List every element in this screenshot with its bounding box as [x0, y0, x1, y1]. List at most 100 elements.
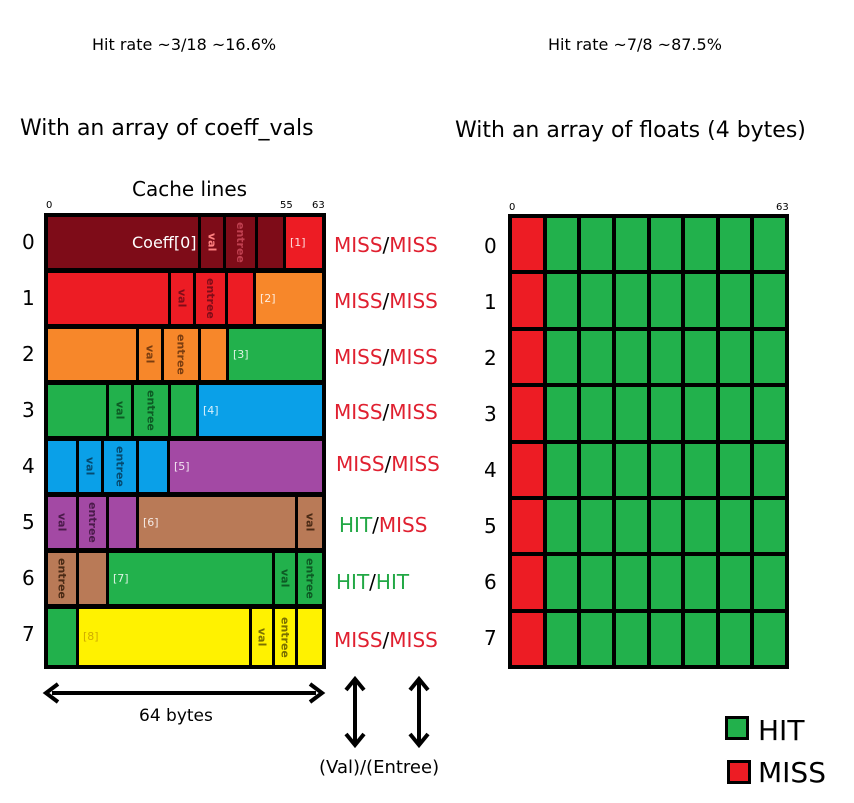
coeff3-start-block — [229, 329, 322, 380]
index-label: [6] — [143, 516, 159, 529]
left-row-label: 5 — [22, 510, 35, 534]
hit-cell — [685, 612, 716, 665]
result-second: MISS — [391, 452, 440, 476]
right-title: With an array of floats (4 bytes) — [455, 118, 806, 143]
hit-cell — [546, 612, 578, 665]
result-slash: / — [382, 345, 390, 369]
hit-cell — [754, 443, 785, 496]
val-block — [48, 497, 76, 548]
hit-cell — [581, 443, 612, 496]
right-row-label: 7 — [484, 626, 497, 650]
padding-block — [79, 553, 106, 604]
bytes-label: 64 bytes — [139, 706, 213, 726]
padding-block — [258, 217, 283, 268]
left-row-label: 7 — [22, 622, 35, 646]
left-row-label: 0 — [22, 230, 35, 254]
result-second: MISS — [389, 289, 438, 313]
hit-cell — [754, 387, 785, 440]
hit-cell — [581, 387, 612, 440]
hit-cell — [685, 330, 716, 384]
hit-cell — [719, 612, 751, 665]
val-block — [252, 609, 272, 665]
hit-cell — [685, 556, 716, 609]
padding-block — [228, 273, 253, 324]
index-label: [2] — [260, 292, 276, 305]
hit-cell — [685, 218, 716, 271]
miss-cell — [512, 274, 543, 327]
coeff8-block — [79, 609, 249, 665]
result-row-7: MISS/MISS — [334, 628, 438, 652]
right-row-label: 5 — [484, 514, 497, 538]
right-hit-rate: Hit rate ~7/8 ~87.5% — [548, 35, 722, 54]
hit-cell — [546, 443, 578, 496]
entree-block — [104, 441, 136, 492]
right-row-label: 3 — [484, 402, 497, 426]
result-first: HIT — [339, 513, 373, 537]
entree-label: entree — [86, 502, 99, 543]
index-label: [3] — [233, 348, 249, 361]
val-label: val — [175, 289, 189, 308]
hit-legend-label: HIT — [758, 714, 805, 747]
coeff5-start-block — [170, 441, 322, 492]
padding-block — [201, 329, 226, 380]
val-label: val — [278, 569, 292, 588]
padding-block — [48, 609, 76, 665]
hit-cell — [546, 330, 578, 384]
coeff2-block — [48, 329, 136, 380]
miss-legend-swatch — [727, 760, 751, 784]
hit-cell — [615, 443, 647, 496]
entree-block — [275, 609, 295, 665]
entree-label: entree — [113, 446, 127, 487]
hit-cell — [615, 330, 647, 384]
entree-label: entree — [303, 558, 317, 599]
val-label: val — [303, 513, 317, 532]
index-label: [7] — [113, 572, 129, 585]
hit-cell — [615, 612, 647, 665]
hit-cell — [546, 387, 578, 440]
result-slash: / — [382, 233, 390, 257]
result-row-0: MISS/MISS — [334, 233, 438, 257]
left-row-label: 1 — [22, 286, 35, 310]
result-slash: / — [382, 628, 390, 652]
miss-cell — [512, 330, 543, 384]
hit-cell — [754, 274, 785, 327]
result-row-5: HIT/MISS — [339, 513, 427, 537]
hit-cell — [754, 330, 785, 384]
hit-cell — [719, 499, 751, 553]
result-second: MISS — [389, 400, 438, 424]
left-tick-63: 63 — [312, 200, 325, 211]
left-row-label: 6 — [22, 566, 35, 590]
entree-block — [134, 385, 168, 436]
val-block — [275, 553, 295, 604]
coeff4-block — [48, 441, 76, 492]
hit-cell — [754, 612, 785, 665]
result-second: MISS — [378, 513, 428, 537]
padding-block — [171, 385, 196, 436]
val-block — [109, 385, 131, 436]
coeff0-label: Coeff[0] — [132, 233, 197, 252]
hit-cell — [581, 556, 612, 609]
left-tick-0: 0 — [46, 200, 53, 211]
left-cache-grid: Coeff[0] val entree [1] val entree [2] v… — [44, 213, 326, 669]
index-label: [5] — [174, 460, 190, 473]
result-first: MISS — [334, 628, 383, 652]
result-row-6: HIT/HIT — [336, 570, 409, 594]
hit-cell — [581, 274, 612, 327]
entree-label: entree — [55, 558, 69, 599]
hit-cell — [650, 330, 682, 384]
val-label: val — [113, 401, 127, 420]
hit-cell — [685, 499, 716, 553]
result-row-3: MISS/MISS — [334, 400, 438, 424]
hit-cell — [650, 274, 682, 327]
val-label: val — [83, 457, 97, 476]
padding-block — [139, 441, 167, 492]
left-row-label: 2 — [22, 342, 35, 366]
result-first: MISS — [334, 400, 383, 424]
entree-block — [226, 217, 255, 268]
left-row-label: 4 — [22, 454, 35, 478]
result-slash: / — [384, 452, 392, 476]
miss-cell — [512, 556, 543, 609]
hit-cell — [615, 274, 647, 327]
result-first: HIT — [336, 570, 370, 594]
miss-cell — [512, 499, 543, 553]
